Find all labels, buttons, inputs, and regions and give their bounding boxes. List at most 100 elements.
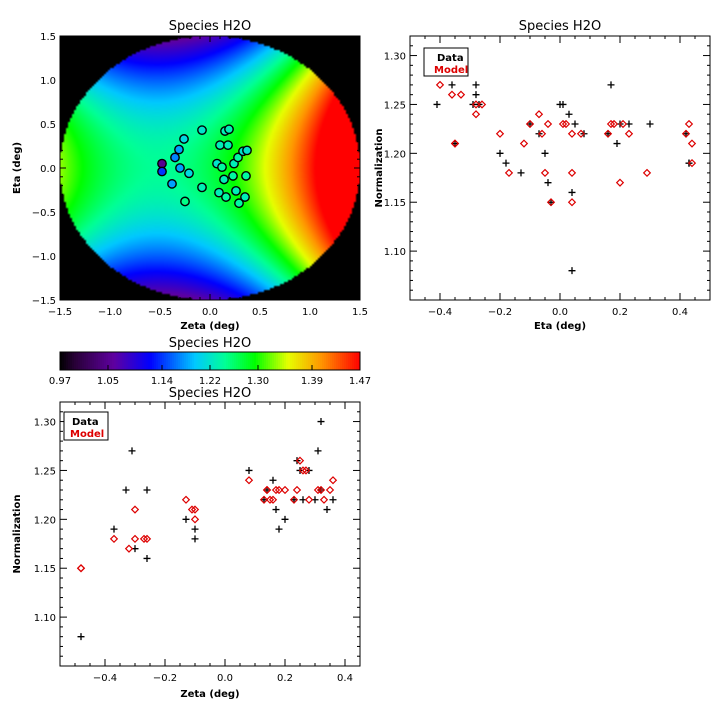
eta-model-point [603, 129, 613, 138]
eta-data-point [571, 120, 579, 128]
colorbar-segment [268, 352, 271, 370]
zeta-panel: Species H2O −0.4 −0.2 0.0 0.2 0.4 1.101.151.… [12, 386, 361, 700]
map-y-tick-label: −1.5 [32, 296, 56, 307]
colorbar-segment [292, 352, 295, 370]
colorbar-segment [94, 352, 97, 370]
map-x-tick-label: 1.5 [352, 307, 368, 318]
colorbar-segment [108, 352, 111, 370]
zeta-legend: Data Model [63, 411, 109, 441]
eta-data-point [547, 198, 555, 206]
colorbar-segment [334, 352, 337, 370]
zeta-legend-model: Model [70, 429, 104, 440]
colorbar-segment [280, 352, 283, 370]
zeta-model-point [319, 495, 329, 504]
zeta-data-point [314, 447, 322, 455]
eta-data-point [517, 169, 525, 177]
colorbar-segment [152, 352, 155, 370]
colorbar-segment [266, 352, 269, 370]
map-field-circle [219, 174, 229, 185]
map-y-label: Eta (deg) [12, 142, 23, 194]
colorbar-segment [330, 352, 333, 370]
map-field-circle [241, 171, 251, 181]
eta-data-point [604, 130, 612, 138]
zeta-model-point [190, 515, 200, 524]
zeta-model-point [301, 466, 311, 475]
zeta-legend-data: Data [72, 417, 99, 428]
zeta-x-label: Zeta (deg) [180, 689, 239, 700]
eta-model-point [609, 119, 619, 129]
eta-data-point [607, 81, 615, 89]
zeta-data-point [122, 486, 130, 494]
zeta-model-point [298, 466, 308, 475]
map-field-circle [217, 162, 227, 173]
zeta-x-tick-label: 0.2 [277, 673, 293, 684]
zeta-legend-box [63, 411, 109, 441]
map-x-tick-label: 0.5 [252, 307, 268, 318]
map-x-tick-label: −1.5 [48, 307, 72, 318]
eta-data-point [613, 140, 621, 148]
colorbar-segment [324, 352, 327, 370]
colorbar-segment [76, 352, 79, 370]
colorbar-segment [336, 352, 339, 370]
colorbar-segment [146, 352, 149, 370]
zeta-model-point [304, 495, 314, 504]
zeta-model-point [316, 485, 326, 495]
colorbar-segment [278, 352, 281, 370]
eta-x-ticks: −0.4 −0.2 0.0 0.2 0.4 [409, 36, 711, 318]
eta-y-tick-label: 1.10 [384, 247, 406, 258]
eta-model-point [576, 129, 586, 138]
map-field-circle [215, 140, 225, 151]
colorbar-segment [96, 352, 99, 370]
colorbar-segment [306, 352, 309, 370]
zeta-model-point [124, 544, 134, 553]
colorbar-segment [92, 352, 95, 370]
colorbar-segment [298, 352, 301, 370]
zeta-model-point [262, 485, 272, 495]
zeta-model-point [142, 534, 152, 544]
eta-points [433, 52, 697, 275]
colorbar-segment [148, 352, 151, 370]
eta-data-point [544, 179, 552, 187]
colorbar-segment [354, 352, 357, 370]
colorbar-segment [194, 352, 197, 370]
eta-model-point [504, 168, 514, 178]
zeta-model-point [187, 505, 197, 514]
map-y-tick-label: 0.0 [40, 164, 56, 175]
colorbar-segment [70, 352, 73, 370]
zeta-model-point [76, 564, 86, 573]
colorbar-segment [304, 352, 307, 370]
colorbar-tick-label: 1.47 [349, 376, 371, 387]
eta-data-point [448, 81, 456, 89]
colorbar-tick-label: 1.30 [247, 376, 269, 387]
colorbar-segment [88, 352, 91, 370]
eta-legend: Data Model [423, 47, 469, 77]
eta-model-point [615, 178, 625, 187]
colorbar-segment [212, 352, 215, 370]
map-title: Species H2O [169, 19, 251, 34]
zeta-y-tick-label: 1.20 [34, 515, 56, 526]
zeta-x-tick-label: −0.4 [93, 673, 117, 684]
map-field-circle [175, 163, 185, 173]
zeta-model-point [271, 485, 281, 495]
eta-data-point [568, 188, 576, 196]
colorbar-segment [102, 352, 105, 370]
zeta-y-tick-label: 1.25 [34, 466, 56, 477]
eta-model-point [471, 110, 481, 119]
colorbar-segment [318, 352, 321, 370]
eta-x-label: Eta (deg) [534, 321, 586, 332]
map-x-tick-label: 0.0 [202, 307, 218, 318]
colorbar-segment [162, 352, 165, 370]
eta-x-tick-label: 0.2 [612, 307, 628, 318]
colorbar-segment [208, 352, 211, 370]
eta-model-point [642, 168, 652, 178]
colorbar-segment [134, 352, 137, 370]
map-field-circle [197, 182, 207, 193]
colorbar-segment [316, 352, 319, 370]
colorbar-segment [214, 352, 217, 370]
colorbar-segment [300, 352, 303, 370]
eta-x-tick-label: −0.4 [428, 307, 452, 318]
eta-model-point [525, 119, 535, 129]
map-field-circle [231, 185, 241, 196]
colorbar-tick-label: 1.14 [151, 376, 173, 387]
zeta-x-tick-label: 0.0 [217, 673, 233, 684]
